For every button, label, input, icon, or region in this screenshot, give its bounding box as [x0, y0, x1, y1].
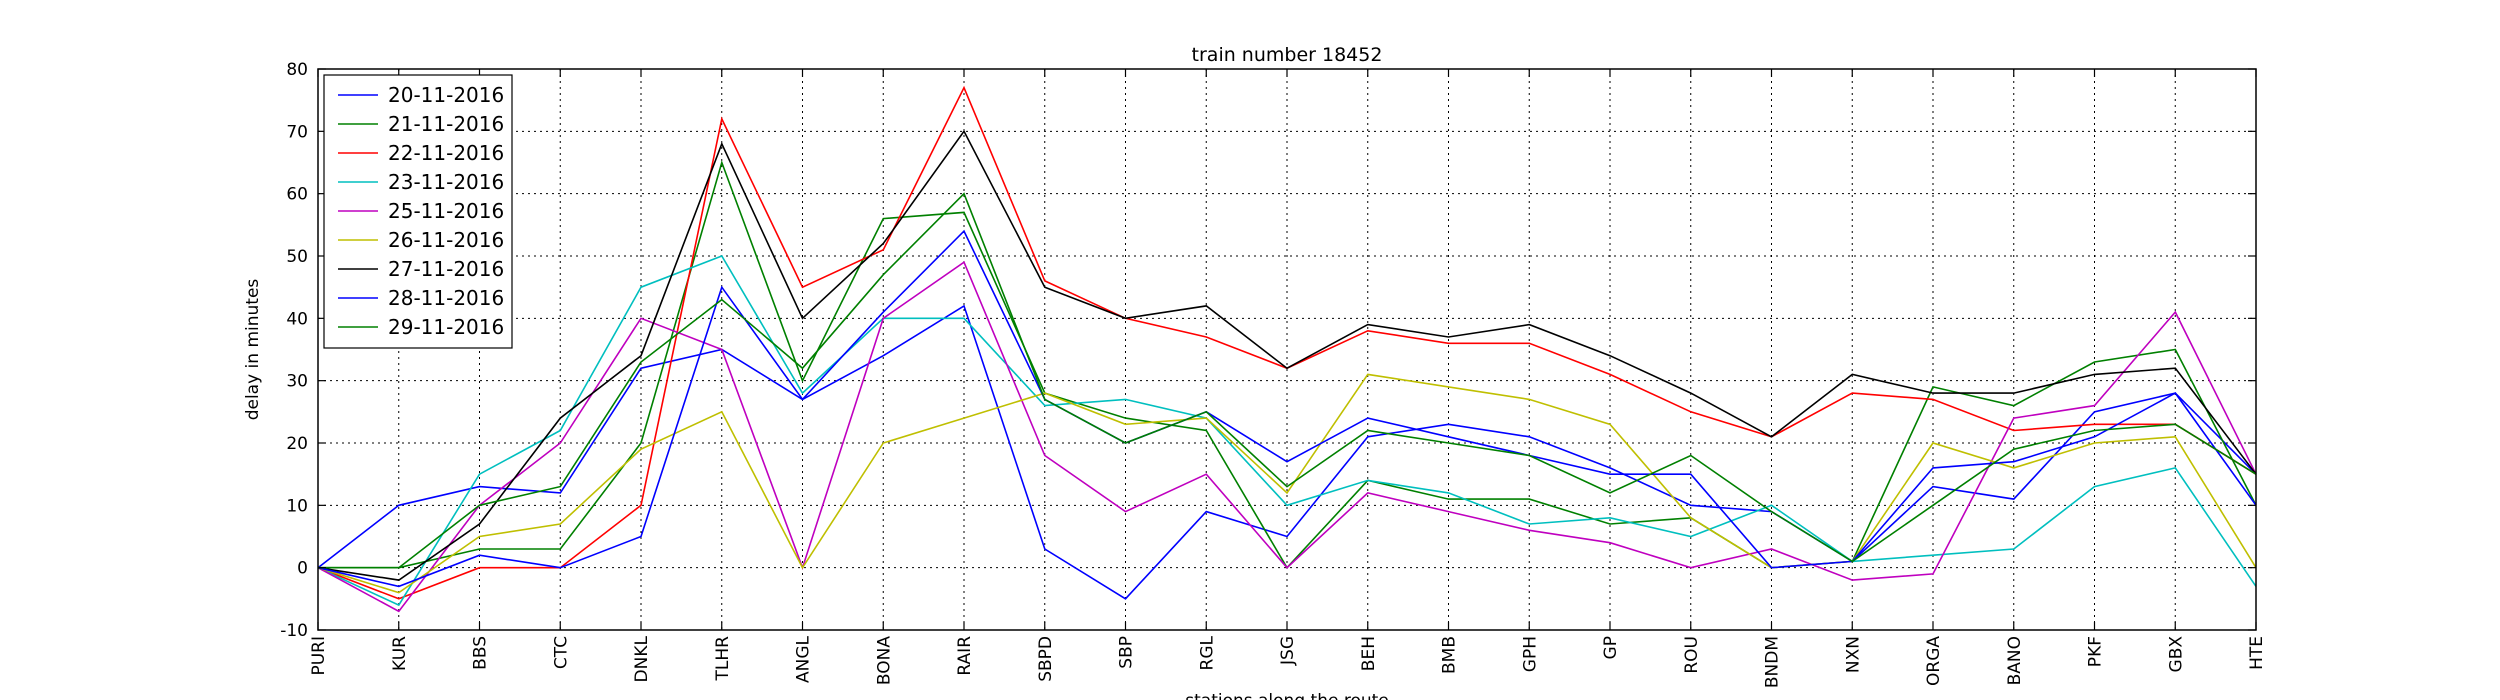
- y-tick-label: 70: [286, 122, 308, 142]
- legend-entry: 29-11-2016: [388, 315, 504, 339]
- x-tick-label: PKF: [2086, 636, 2106, 667]
- series-line-20-11-2016: [317, 304, 2257, 600]
- legend-entry: 20-11-2016: [388, 83, 504, 107]
- x-tick-label: BMB: [1440, 636, 1460, 674]
- legend-entry: 23-11-2016: [388, 170, 504, 194]
- y-axis-label: delay in minutes: [243, 279, 263, 421]
- x-tick-label: SBPD: [1036, 636, 1056, 682]
- y-tick-label: 50: [286, 247, 308, 267]
- x-axis: PURI KUR BBS CTC DNKL TLHR ANGL BONA RAIR SBPD SBP…: [309, 69, 2267, 688]
- series-line-29-11-2016: [318, 192, 2257, 569]
- series-line-25-11-2016: [317, 260, 2257, 613]
- legend-entry: 27-11-2016: [388, 257, 504, 281]
- y-tick-label: 0: [297, 559, 308, 579]
- legend-entry: 28-11-2016: [388, 286, 504, 310]
- x-tick-label: NXN: [1843, 636, 1863, 673]
- series-line-28-11-2016: [317, 229, 2257, 588]
- x-tick-label: ANGL: [794, 635, 814, 683]
- legend-entry: 22-11-2016: [388, 141, 504, 165]
- x-tick-label: ORGA: [1924, 636, 1944, 686]
- x-tick-label: GP: [1601, 636, 1621, 659]
- x-tick-label: BEH: [1359, 636, 1379, 671]
- y-tick-label: 30: [286, 372, 308, 392]
- x-tick-label: CTC: [551, 636, 571, 669]
- series-layer: [317, 85, 2257, 613]
- x-tick-label: RGL: [1197, 635, 1217, 670]
- series-line-27-11-2016: [317, 129, 2257, 581]
- y-tick-label: 20: [286, 434, 308, 454]
- legend-entry: 25-11-2016: [388, 199, 504, 223]
- x-tick-label: BONA: [874, 636, 894, 685]
- x-tick-label: GBX: [2166, 636, 2186, 673]
- x-tick-label: SBP: [1117, 636, 1137, 669]
- x-axis-label: stations along the route: [1185, 691, 1389, 700]
- y-tick-label: 10: [286, 496, 308, 516]
- y-axis: -10 0 10 20 30 40 50 60 70 80: [280, 60, 2256, 641]
- x-tick-label: RAIR: [955, 636, 975, 676]
- chart-title: train number 18452: [1192, 44, 1383, 66]
- y-tick-label: 40: [286, 309, 308, 329]
- legend-entry: 26-11-2016: [388, 228, 504, 252]
- legend-entry: 21-11-2016: [388, 112, 504, 136]
- x-tick-label: BBS: [471, 636, 491, 670]
- x-tick-label: PURI: [309, 636, 329, 676]
- series-line-23-11-2016: [317, 255, 2257, 607]
- series-line-21-11-2016: [318, 159, 2257, 570]
- x-tick-label: ROU: [1682, 636, 1702, 674]
- grid: [317, 68, 2257, 631]
- series-line-26-11-2016: [317, 373, 2257, 594]
- x-tick-label: TLHR: [713, 636, 733, 682]
- x-tick-label: JSG: [1278, 636, 1298, 666]
- y-tick-label: 60: [286, 185, 308, 205]
- x-tick-label: BANO: [2005, 636, 2025, 685]
- x-tick-label: GPH: [1520, 636, 1540, 672]
- x-tick-label: HTE: [2247, 636, 2267, 670]
- y-tick-label: 80: [286, 60, 308, 80]
- x-tick-label: DNKL: [632, 635, 652, 682]
- x-tick-label: BNDM: [1763, 636, 1783, 688]
- legend: 20-11-2016 21-11-2016 22-11-2016 23-11-2016…: [323, 74, 513, 349]
- x-tick-label: KUR: [390, 636, 410, 671]
- y-tick-label: -10: [280, 621, 308, 641]
